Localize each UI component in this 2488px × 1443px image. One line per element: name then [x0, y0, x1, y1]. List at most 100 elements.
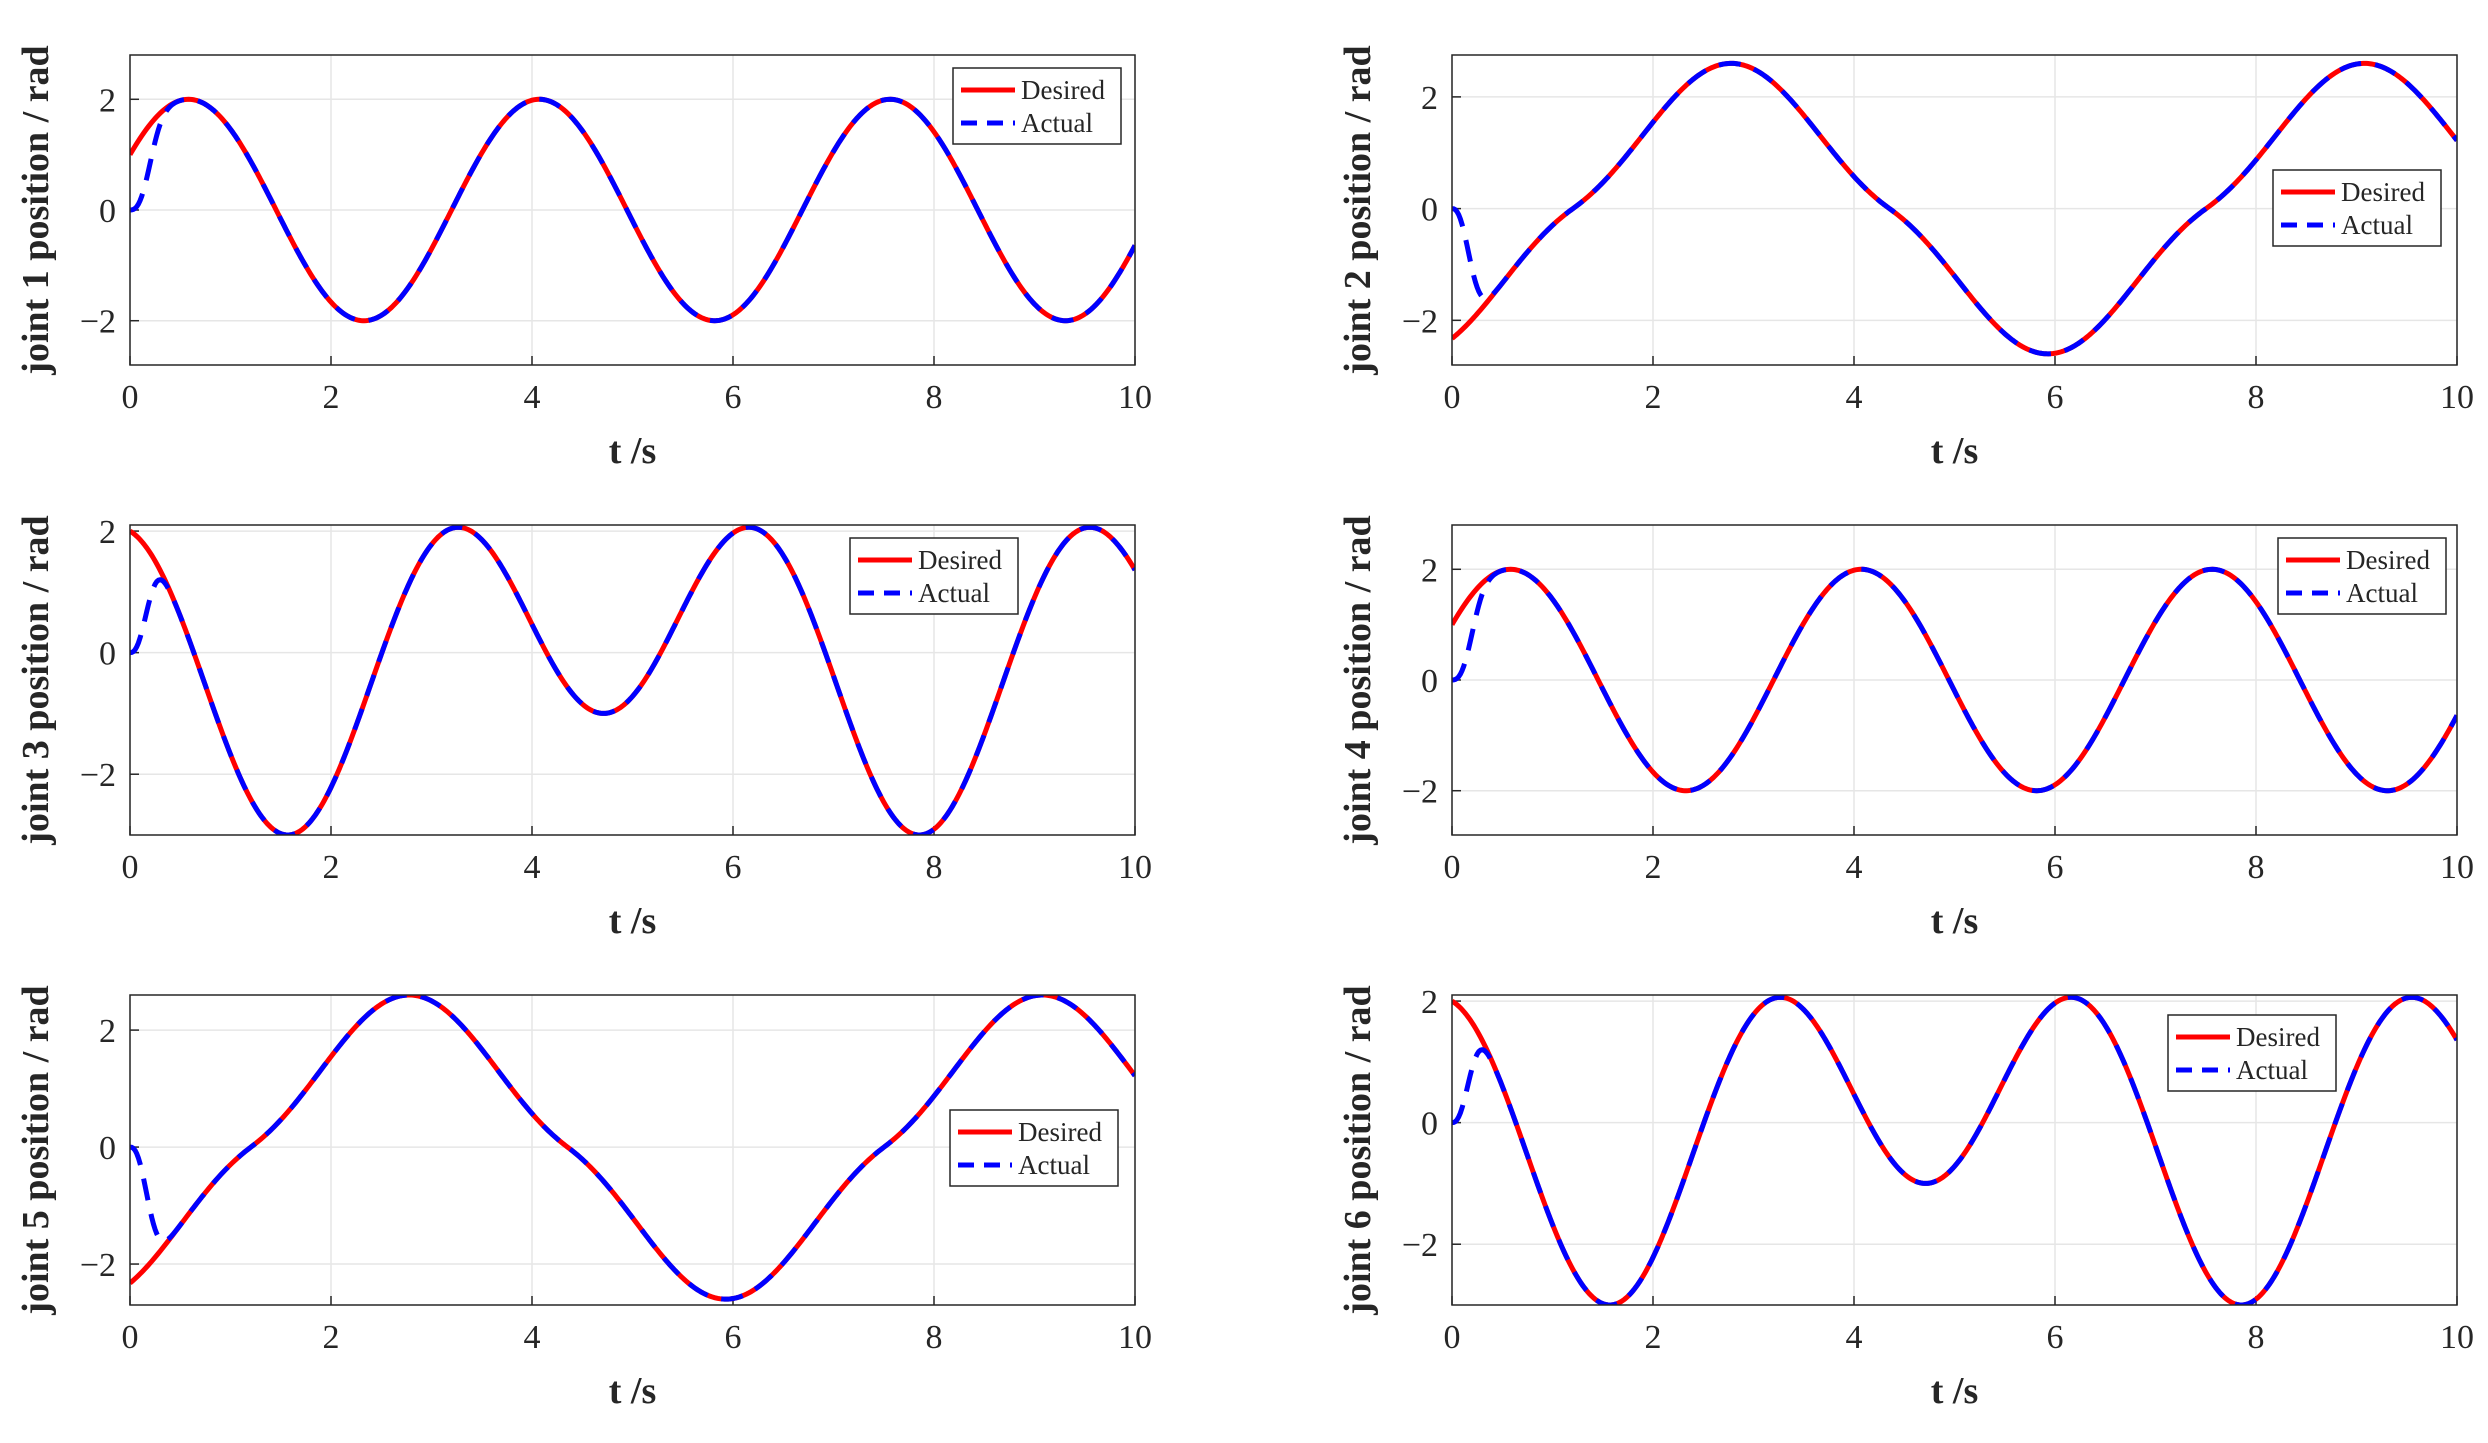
y-tick-label: 0	[99, 193, 116, 230]
y-axis-label: joint 5 position / rad	[15, 985, 57, 1315]
x-axis-label: t /s	[609, 1370, 657, 1412]
x-tick-label: 10	[2440, 849, 2474, 886]
x-tick-label: 6	[2047, 1319, 2064, 1356]
x-tick-label: 10	[1118, 849, 1152, 886]
x-tick-label: 2	[323, 379, 340, 416]
x-tick-label: 6	[725, 379, 742, 416]
legend-actual-label: Actual	[2341, 210, 2413, 240]
y-axis-label: joint 2 position / rad	[1337, 45, 1379, 375]
actual-series-line	[130, 96, 1135, 324]
x-tick-label: 6	[725, 1319, 742, 1356]
x-tick-label: 10	[1118, 379, 1152, 416]
axes-box	[129, 54, 1136, 366]
panel-joint-2: 0 2 4 6 8 10 −2 0 2 t /s joint 2 position / rad Des…	[1337, 45, 2474, 472]
y-tick-label: 0	[1421, 663, 1438, 700]
legend-actual-label: Actual	[2236, 1055, 2308, 1085]
legend-actual-label: Actual	[918, 578, 990, 608]
panel-joint-1: 0 2 4 6 8 10 −2 0 2 t /s joint 1 position / rad Des…	[15, 45, 1152, 472]
x-tick-label: 2	[323, 1319, 340, 1356]
y-tick-label: 0	[99, 636, 116, 673]
x-tick-label: 8	[2248, 849, 2265, 886]
x-tick-label: 2	[1645, 1319, 1662, 1356]
y-axis-label: joint 3 position / rad	[15, 515, 57, 845]
x-tick-label: 0	[122, 1319, 139, 1356]
legend-box	[2167, 1014, 2337, 1092]
legend-desired-label: Desired	[2236, 1022, 2320, 1052]
y-tick-label: 2	[99, 82, 116, 119]
legend-box	[949, 1109, 1119, 1187]
x-tick-label: 0	[1444, 1319, 1461, 1356]
y-tick-label: −2	[1402, 774, 1438, 811]
actual-series-line	[1452, 566, 2457, 794]
x-tick-label: 0	[122, 849, 139, 886]
axes-box	[1451, 994, 2458, 1306]
x-tick-label: 10	[2440, 379, 2474, 416]
x-axis-label: t /s	[1931, 900, 1979, 942]
legend-desired-label: Desired	[2346, 545, 2430, 575]
x-tick-label: 0	[1444, 849, 1461, 886]
y-tick-label: 0	[1421, 1106, 1438, 1143]
x-tick-label: 4	[524, 1319, 541, 1356]
legend-desired-label: Desired	[2341, 177, 2425, 207]
y-tick-label: 2	[99, 1013, 116, 1050]
axes-box	[129, 994, 1136, 1306]
legend-actual-label: Actual	[1021, 108, 1093, 138]
panel-joint-4: 0 2 4 6 8 10 −2 0 2 t /s joint 4 position / rad Des…	[1337, 515, 2474, 942]
x-tick-label: 10	[2440, 1319, 2474, 1356]
y-tick-label: 2	[1421, 552, 1438, 589]
y-axis-label: joint 4 position / rad	[1337, 515, 1379, 845]
legend-box	[849, 537, 1019, 615]
x-tick-label: 8	[2248, 379, 2265, 416]
x-tick-label: 0	[122, 379, 139, 416]
x-tick-label: 0	[1444, 379, 1461, 416]
actual-series-line	[1452, 60, 2457, 357]
legend-box	[952, 67, 1122, 145]
axes-box	[129, 524, 1136, 836]
x-tick-label: 8	[926, 379, 943, 416]
x-tick-label: 4	[1846, 849, 1863, 886]
y-tick-label: 2	[1421, 984, 1438, 1021]
y-tick-label: 2	[99, 514, 116, 551]
legend-desired-label: Desired	[918, 545, 1002, 575]
y-tick-label: −2	[1402, 303, 1438, 340]
actual-series-line	[130, 995, 1135, 1302]
axes-box	[1451, 524, 2458, 836]
legend-actual-label: Actual	[2346, 578, 2418, 608]
y-tick-label: 0	[99, 1130, 116, 1167]
y-tick-label: −2	[80, 304, 116, 341]
axes-box	[1451, 54, 2458, 366]
legend-box	[2277, 537, 2447, 615]
x-tick-label: 6	[2047, 379, 2064, 416]
actual-series-line	[1452, 995, 2457, 1305]
x-axis-label: t /s	[1931, 1370, 1979, 1412]
y-tick-label: −2	[1402, 1227, 1438, 1264]
legend-desired-label: Desired	[1018, 1117, 1102, 1147]
y-axis-label: joint 1 position / rad	[15, 45, 57, 375]
legend-desired-label: Desired	[1021, 75, 1105, 105]
x-tick-label: 4	[524, 379, 541, 416]
x-tick-label: 8	[926, 849, 943, 886]
x-tick-label: 4	[524, 849, 541, 886]
y-tick-label: 2	[1421, 80, 1438, 117]
y-tick-label: −2	[80, 757, 116, 794]
legend-actual-label: Actual	[1018, 1150, 1090, 1180]
x-tick-label: 8	[926, 1319, 943, 1356]
x-tick-label: 10	[1118, 1319, 1152, 1356]
x-tick-label: 4	[1846, 379, 1863, 416]
x-tick-label: 4	[1846, 1319, 1863, 1356]
x-tick-label: 6	[725, 849, 742, 886]
x-axis-label: t /s	[609, 430, 657, 472]
panel-joint-6: 0 2 4 6 8 10 −2 0 2 t /s joint 6 position / rad Des…	[1337, 984, 2474, 1412]
y-tick-label: 0	[1421, 192, 1438, 229]
legend-box	[2272, 169, 2442, 247]
y-tick-label: −2	[80, 1247, 116, 1284]
x-axis-label: t /s	[609, 900, 657, 942]
y-axis-label: joint 6 position / rad	[1337, 985, 1379, 1315]
